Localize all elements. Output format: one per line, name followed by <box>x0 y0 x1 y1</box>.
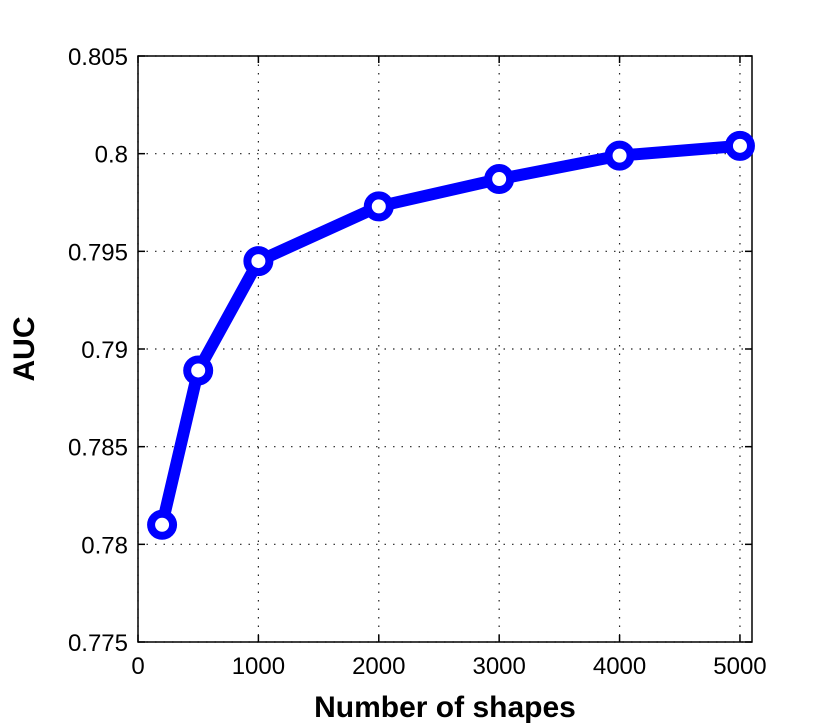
grid-lines <box>137 55 752 643</box>
y-tick-labels: 0.775 0.78 0.785 0.79 0.795 0.8 0.805 <box>68 44 128 657</box>
x-tick-labels: 0 1000 2000 3000 4000 5000 <box>131 653 766 680</box>
x-tick-label: 4000 <box>593 653 646 680</box>
x-tick-label: 5000 <box>713 653 766 680</box>
auc-data-point <box>243 246 274 277</box>
y-axis-title: AUC <box>8 317 41 382</box>
y-tick-label: 0.805 <box>68 44 128 71</box>
auc-data-point <box>183 355 214 386</box>
y-tick-label: 0.79 <box>81 337 128 364</box>
x-tick-label: 0 <box>131 653 144 680</box>
auc-series-line <box>156 139 746 531</box>
y-tick-label: 0.8 <box>95 142 128 169</box>
auc-data-point <box>484 164 515 195</box>
tick-marks <box>137 55 752 643</box>
auc-data-point <box>604 140 635 171</box>
x-tick-label: 3000 <box>472 653 525 680</box>
y-tick-label: 0.775 <box>68 630 128 657</box>
x-tick-label: 2000 <box>352 653 405 680</box>
series-layer <box>147 130 755 540</box>
x-tick-label: 1000 <box>232 653 285 680</box>
auc-data-point <box>724 130 755 161</box>
auc-data-point <box>363 191 394 222</box>
x-axis-title: Number of shapes <box>314 691 576 724</box>
y-tick-label: 0.795 <box>68 239 128 266</box>
y-tick-label: 0.785 <box>68 435 128 462</box>
y-tick-label: 0.78 <box>81 532 128 559</box>
auc-data-point <box>147 509 178 540</box>
